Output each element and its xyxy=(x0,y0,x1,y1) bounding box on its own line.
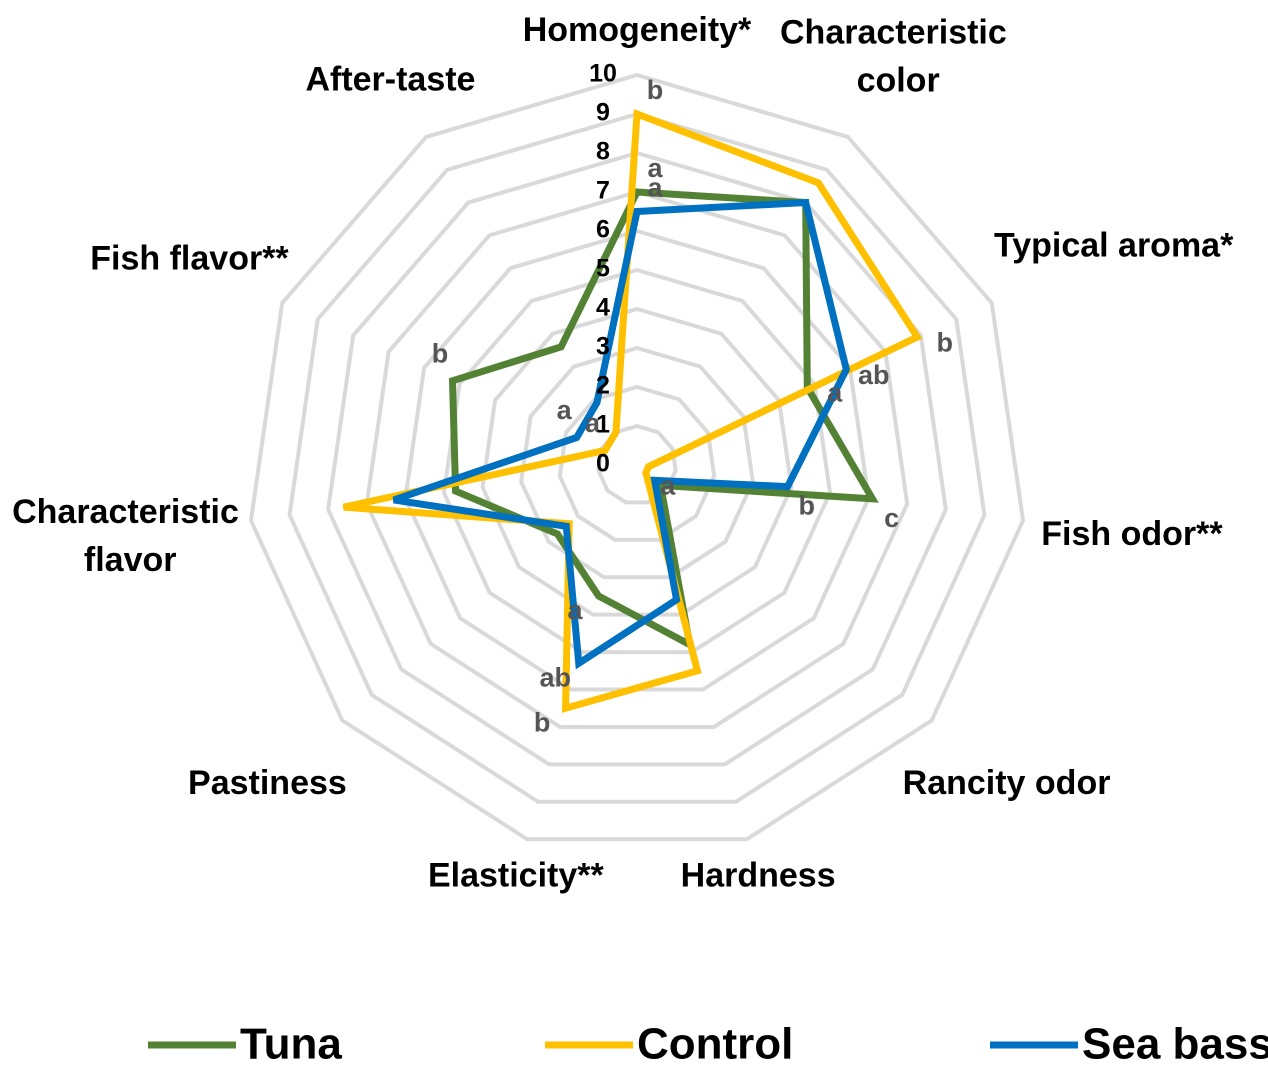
legend-label: Sea bass xyxy=(1082,1020,1268,1065)
r-tick-label: 2 xyxy=(596,372,610,400)
significance-letter: a xyxy=(660,471,676,501)
axis-label-line: Characteristic xyxy=(780,14,1016,52)
axis-label: Elasticity** xyxy=(428,857,605,895)
axis-label: Hardness xyxy=(681,857,836,895)
r-tick-label: 10 xyxy=(589,60,617,88)
significance-letter: b xyxy=(534,707,551,737)
axis-label-line: Characteristic xyxy=(12,493,248,531)
significance-letter: a xyxy=(647,153,663,183)
axis-label: Rancity odor xyxy=(903,764,1111,802)
axis-label-line: color xyxy=(857,62,940,100)
series-line xyxy=(342,109,923,713)
significance-letter: b xyxy=(432,338,449,368)
series-line xyxy=(392,198,851,670)
axis-label: Homogeneity* xyxy=(523,11,752,49)
axis-label: Pastiness xyxy=(188,764,347,802)
significance-letter: a xyxy=(647,173,663,203)
axis-label: After-taste xyxy=(305,60,475,98)
significance-letter: a xyxy=(827,378,843,408)
significance-letter: ab xyxy=(858,360,890,390)
r-tick-label: 9 xyxy=(596,99,610,127)
r-tick-label: 0 xyxy=(596,450,610,478)
grid-ring xyxy=(441,267,833,655)
grid-ring xyxy=(287,111,987,804)
significance-letter: a xyxy=(585,408,601,438)
significance-letter: ab xyxy=(540,662,572,692)
axis-label: Fish flavor** xyxy=(90,240,289,278)
significance-letter: b xyxy=(799,491,816,521)
r-tick-label: 5 xyxy=(596,255,610,283)
r-tick-label: 6 xyxy=(596,216,610,244)
axis-label: Characteristic color xyxy=(780,14,1016,100)
grid-ring xyxy=(557,384,717,542)
legend-label: Tuna xyxy=(240,1020,342,1065)
axis-label: Typical aroma* xyxy=(994,226,1234,264)
grid-ring xyxy=(326,150,948,767)
r-tick-label: 8 xyxy=(596,138,610,166)
grid-ring xyxy=(519,345,755,580)
r-tick-label: 1 xyxy=(596,411,610,439)
significance-letter: a xyxy=(557,395,573,425)
legend-label: Control xyxy=(637,1020,793,1065)
r-tick-label: 3 xyxy=(596,333,610,361)
r-tick-label: 4 xyxy=(596,294,610,322)
significance-letter: c xyxy=(884,503,899,533)
axis-label-line: flavor xyxy=(84,541,177,579)
axis-label: Characteristic flavor xyxy=(12,493,248,579)
grid-ring xyxy=(364,189,910,729)
significance-letter: b xyxy=(647,75,664,105)
grid-ring xyxy=(248,72,1026,842)
significance-letter: a xyxy=(568,595,584,625)
axis-label: Fish odor** xyxy=(1041,515,1223,553)
r-tick-label: 7 xyxy=(596,177,610,205)
significance-letter: b xyxy=(936,327,953,357)
